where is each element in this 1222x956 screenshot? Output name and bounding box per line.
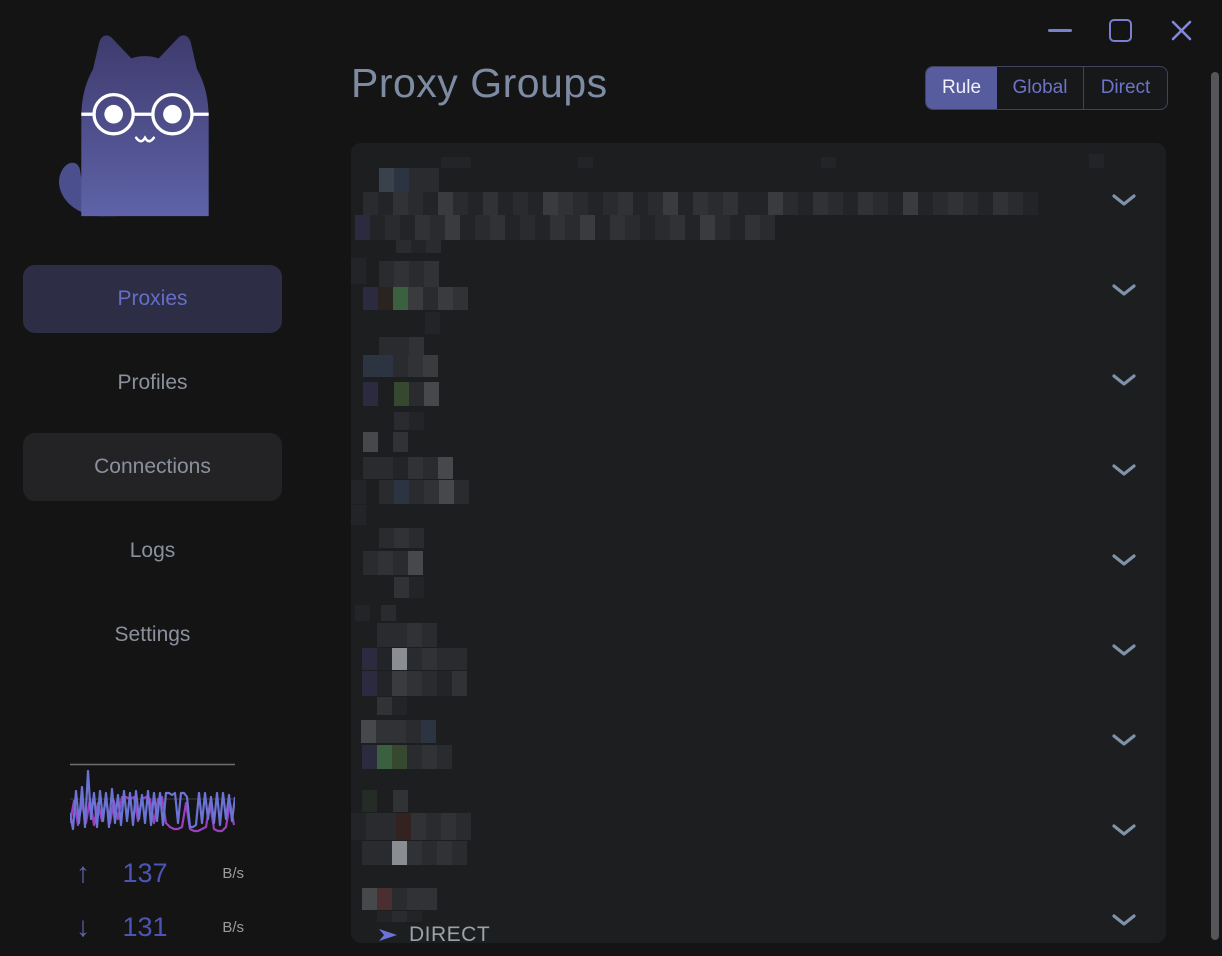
upload-speed-value: 137 [122, 857, 168, 888]
minimize-button[interactable] [1040, 10, 1080, 50]
redacted-group-text [396, 240, 441, 253]
group-expand-chevron-down-icon[interactable] [1111, 463, 1137, 478]
download-arrow-icon: ↓ [76, 911, 90, 942]
redacted-group-text [351, 813, 471, 840]
group-expand-chevron-down-icon[interactable] [1111, 823, 1137, 838]
redacted-group-text [394, 412, 424, 430]
redacted-group-text [362, 671, 467, 696]
sidebar-item-proxies[interactable]: Proxies [23, 265, 282, 333]
redacted-group-text [351, 258, 366, 284]
redacted-group-text [355, 215, 775, 240]
sidebar-item-settings[interactable]: Settings [114, 623, 191, 646]
group-expand-chevron-down-icon[interactable] [1111, 283, 1137, 298]
group-expand-chevron-down-icon[interactable] [1111, 373, 1137, 388]
sidebar-nav: Proxies Profiles Connections Logs Settings [23, 265, 282, 685]
maximize-icon [1108, 18, 1132, 42]
redacted-group-text [363, 382, 378, 406]
redacted-group-text [363, 432, 378, 452]
upload-series-line [68, 769, 237, 831]
maximize-button[interactable] [1100, 10, 1140, 50]
upload-arrow-icon: ↑ [76, 857, 90, 888]
mode-button-rule[interactable]: Rule [926, 67, 997, 109]
redacted-group-text [393, 432, 408, 452]
redacted-group-text [1089, 154, 1104, 168]
group-expand-chevron-down-icon[interactable] [1111, 913, 1137, 928]
redacted-group-text [363, 192, 1038, 215]
page-title: Proxy Groups [351, 60, 608, 106]
redacted-group-text [362, 648, 467, 670]
redacted-group-text [363, 355, 438, 377]
download-speed-value: 131 [122, 911, 168, 942]
redacted-group-text [363, 457, 453, 479]
sidebar-item-connections[interactable]: Connections [23, 433, 282, 501]
redacted-group-text [379, 480, 469, 504]
download-speed-unit: B/s [222, 918, 244, 936]
upload-speed-unit: B/s [222, 864, 244, 882]
close-icon [1171, 20, 1191, 40]
group-expand-chevron-down-icon[interactable] [1111, 193, 1137, 208]
minimize-icon [1048, 28, 1072, 32]
redacted-group-text [377, 911, 422, 922]
proxy-groups-panel: DIRECT [351, 143, 1166, 943]
redacted-group-text [363, 551, 423, 575]
redacted-group-text [363, 287, 468, 310]
download-speed-row: ↓ 131 B/s [60, 910, 250, 944]
upload-speed-row: ↑ 137 B/s [60, 856, 250, 890]
redacted-group-text [381, 605, 396, 621]
redacted-group-text [379, 168, 439, 192]
mode-switcher: Rule Global Direct [925, 66, 1168, 110]
redacted-group-text [379, 261, 439, 287]
redacted-group-text [379, 528, 424, 548]
redacted-group-text [351, 505, 366, 525]
redacted-group-text [362, 745, 452, 769]
redacted-group-text [362, 841, 467, 865]
redacted-group-text [379, 337, 424, 355]
redacted-group-text [393, 790, 408, 812]
redacted-group-text [355, 605, 370, 621]
group-expand-chevron-down-icon[interactable] [1111, 643, 1137, 658]
close-button[interactable] [1161, 10, 1201, 50]
group-expand-chevron-down-icon[interactable] [1111, 553, 1137, 568]
redacted-group-text [351, 480, 366, 504]
redacted-group-text [362, 888, 437, 910]
mode-button-global[interactable]: Global [1012, 77, 1068, 98]
redacted-group-text [362, 790, 377, 812]
direct-label: DIRECT [409, 923, 491, 943]
vertical-scrollbar-thumb[interactable] [1211, 72, 1219, 940]
proxy-item-direct[interactable]: DIRECT [377, 922, 490, 943]
traffic-graph [68, 763, 237, 840]
redacted-group-text [821, 157, 836, 168]
mode-button-direct[interactable]: Direct [1083, 67, 1167, 109]
redacted-group-text [377, 623, 437, 647]
redacted-group-text [578, 157, 593, 168]
redacted-group-text [394, 382, 439, 406]
sidebar-item-logs[interactable]: Logs [129, 539, 176, 562]
cat-logo-icon [42, 28, 248, 229]
redacted-group-text [441, 157, 471, 168]
redacted-group-text [377, 697, 407, 715]
redacted-group-text [394, 577, 424, 598]
redacted-group-text [361, 720, 436, 743]
sidebar-item-profiles[interactable]: Profiles [117, 371, 188, 394]
redacted-group-text [425, 312, 440, 334]
direct-arrow-icon [377, 927, 399, 943]
group-expand-chevron-down-icon[interactable] [1111, 733, 1137, 748]
